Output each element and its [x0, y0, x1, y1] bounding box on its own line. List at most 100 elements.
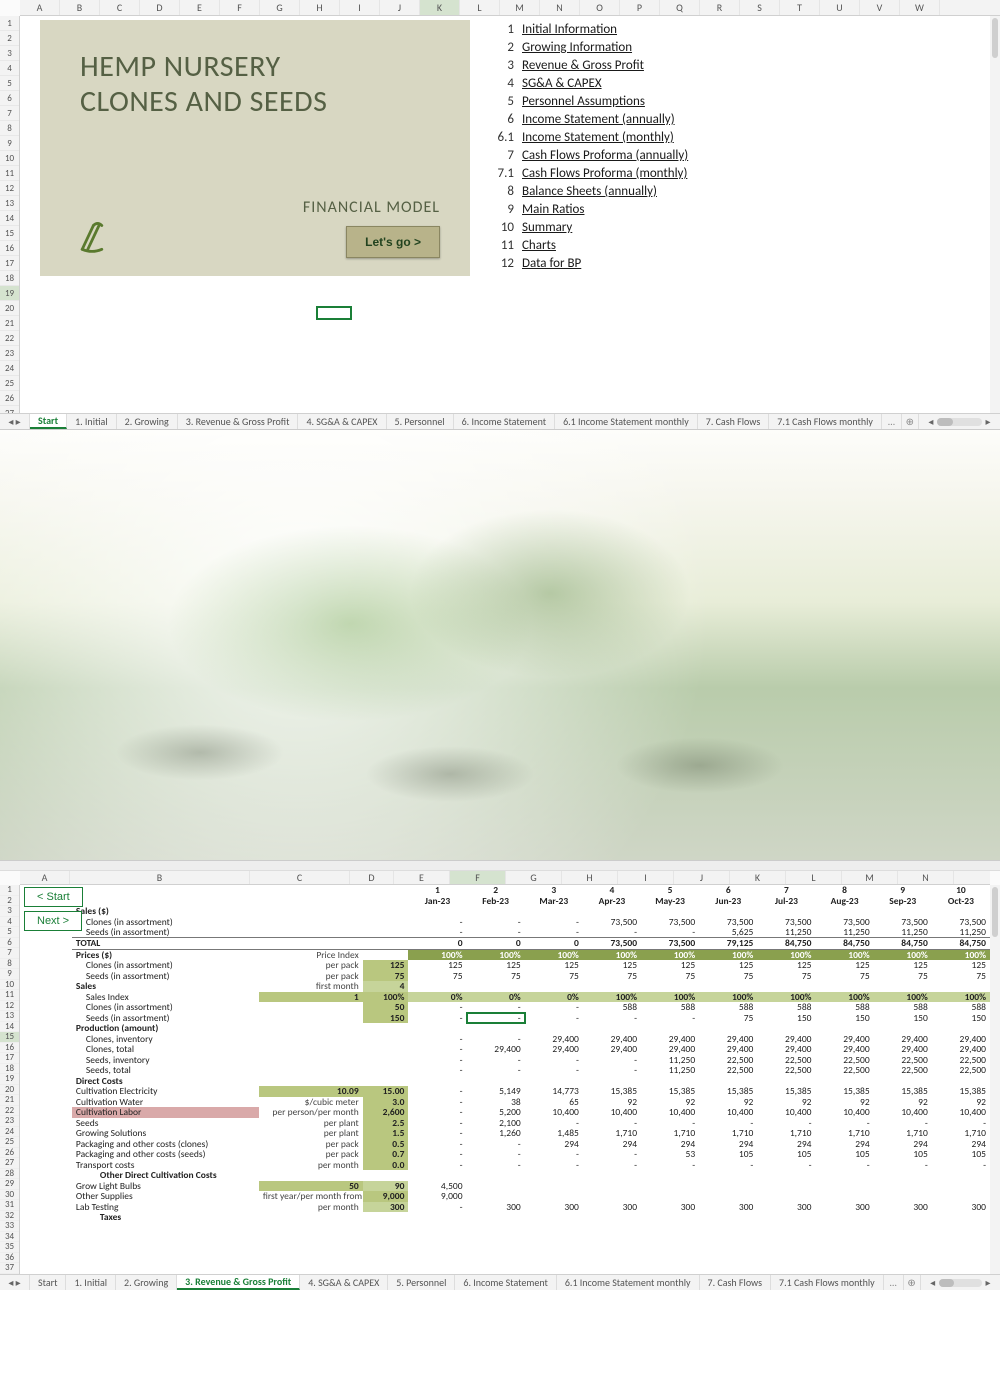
back-to-start-button[interactable]: < Start — [24, 887, 83, 907]
column-header[interactable]: U — [820, 0, 860, 15]
row-header[interactable]: 18 — [0, 271, 19, 286]
row-header[interactable]: 19 — [0, 286, 19, 301]
sheet-tab[interactable]: 3. Revenue & Gross Profit — [178, 414, 299, 429]
toc-link[interactable]: Cash Flows Proforma (annually) — [522, 148, 688, 163]
row-header[interactable]: 2 — [0, 31, 19, 46]
toc-link[interactable]: Revenue & Gross Profit — [522, 58, 644, 73]
row-header[interactable]: 21 — [0, 1095, 19, 1106]
sheet-tab[interactable]: 1. Initial — [66, 1275, 116, 1290]
row-header[interactable]: 21 — [0, 316, 19, 331]
row-header[interactable]: 17 — [0, 256, 19, 271]
column-header[interactable]: G — [506, 871, 562, 884]
sheet-tab[interactable]: Start — [30, 1275, 66, 1290]
sheet-tab[interactable]: 2. Growing — [117, 414, 178, 429]
column-header[interactable]: J — [380, 0, 420, 15]
sheet-tab[interactable]: 4. SG&A & CAPEX — [300, 1275, 388, 1290]
add-sheet-icon[interactable]: ⊕ — [903, 1275, 921, 1290]
row-header[interactable]: 1 — [0, 885, 19, 896]
row-header[interactable]: 11 — [0, 166, 19, 181]
column-headers[interactable]: ABCDEFGHIJKLMN — [20, 871, 990, 885]
toc-link[interactable]: Data for BP — [522, 256, 581, 271]
column-header[interactable]: D — [350, 871, 394, 884]
sheet-tab[interactable]: 5. Personnel — [388, 1275, 455, 1290]
row-header[interactable]: 15 — [0, 1032, 19, 1043]
column-header[interactable]: L — [786, 871, 842, 884]
column-header[interactable]: M — [500, 0, 540, 15]
row-header[interactable]: 16 — [0, 241, 19, 256]
toc-link[interactable]: Summary — [522, 220, 572, 235]
column-header[interactable]: I — [618, 871, 674, 884]
row-header[interactable]: 4 — [0, 61, 19, 76]
sheet-tab[interactable]: 1. Initial — [67, 414, 117, 429]
vertical-scrollbar[interactable] — [990, 885, 1000, 1274]
row-header[interactable]: 23 — [0, 346, 19, 361]
row-header[interactable]: 27 — [0, 1158, 19, 1169]
row-header[interactable]: 3 — [0, 46, 19, 61]
row-header[interactable]: 20 — [0, 301, 19, 316]
row-header[interactable]: 17 — [0, 1053, 19, 1064]
row-header[interactable]: 11 — [0, 990, 19, 1001]
sheet-tab[interactable]: 7. Cash Flows — [700, 1275, 772, 1290]
sheet-tab[interactable]: 6.1 Income Statement monthly — [557, 1275, 700, 1290]
toc-link[interactable]: Personnel Assumptions — [522, 94, 645, 109]
row-header[interactable]: 19 — [0, 1074, 19, 1085]
row-header[interactable]: 10 — [0, 151, 19, 166]
column-header[interactable]: C — [250, 871, 350, 884]
column-header[interactable]: O — [580, 0, 620, 15]
column-header[interactable]: N — [540, 0, 580, 15]
column-header[interactable]: K — [420, 0, 460, 15]
column-header[interactable]: B — [60, 0, 100, 15]
toc-link[interactable]: Main Ratios — [522, 202, 584, 217]
sheet-tab[interactable]: Start — [30, 414, 67, 429]
split-bar[interactable] — [0, 861, 1000, 871]
column-header[interactable]: F — [220, 0, 260, 15]
row-header[interactable]: 13 — [0, 196, 19, 211]
sheet-tab[interactable]: 6.1 Income Statement monthly — [555, 414, 698, 429]
sheet-canvas[interactable]: < Start Next > 12345678910Jan-23Feb-23Ma… — [20, 885, 990, 1274]
row-header[interactable]: 5 — [0, 76, 19, 91]
sheet-tab[interactable]: 3. Revenue & Gross Profit — [177, 1275, 300, 1290]
column-header[interactable]: H — [562, 871, 618, 884]
row-header[interactable]: 9 — [0, 136, 19, 151]
sheet-tab-bar[interactable]: ◂ ▸ Start1. Initial2. Growing3. Revenue … — [0, 413, 1000, 429]
column-header[interactable]: E — [394, 871, 450, 884]
row-header[interactable]: 25 — [0, 1137, 19, 1148]
horizontal-scrollbar[interactable]: ◂▸ — [921, 1275, 1000, 1290]
column-headers[interactable]: ABCDEFGHIJKLMNOPQRSTUVW — [20, 0, 1000, 16]
toc-link[interactable]: SG&A & CAPEX — [522, 76, 602, 91]
row-header[interactable]: 7 — [0, 106, 19, 121]
row-header[interactable]: 13 — [0, 1011, 19, 1022]
row-header[interactable]: 22 — [0, 331, 19, 346]
sheet-tab[interactable]: 5. Personnel — [387, 414, 454, 429]
toc-link[interactable]: Income Statement (monthly) — [522, 130, 674, 145]
column-header[interactable]: F — [450, 871, 506, 884]
tab-nav-arrows-icon[interactable]: ◂ ▸ — [0, 414, 30, 429]
column-header[interactable]: P — [620, 0, 660, 15]
toc-link[interactable]: Charts — [522, 238, 556, 253]
row-header[interactable]: 15 — [0, 226, 19, 241]
row-header[interactable]: 33 — [0, 1221, 19, 1232]
column-header[interactable]: N — [898, 871, 954, 884]
row-header[interactable]: 6 — [0, 91, 19, 106]
row-header[interactable]: 25 — [0, 376, 19, 391]
column-header[interactable]: M — [842, 871, 898, 884]
column-header[interactable]: K — [730, 871, 786, 884]
column-header[interactable]: W — [900, 0, 940, 15]
column-header[interactable]: T — [780, 0, 820, 15]
sheet-tab[interactable]: 4. SG&A & CAPEX — [298, 414, 386, 429]
column-header[interactable]: B — [70, 871, 250, 884]
row-header[interactable]: 23 — [0, 1116, 19, 1127]
sheet-tab[interactable]: 7.1 Cash Flows monthly — [769, 414, 882, 429]
row-header[interactable]: 7 — [0, 948, 19, 959]
column-header[interactable]: L — [460, 0, 500, 15]
toc-link[interactable]: Growing Information — [522, 40, 632, 55]
sheet-tab[interactable]: 2. Growing — [116, 1275, 177, 1290]
row-header[interactable]: 8 — [0, 121, 19, 136]
row-header[interactable]: 3 — [0, 906, 19, 917]
toc-link[interactable]: Cash Flows Proforma (monthly) — [522, 166, 687, 181]
sheet-tab-bar[interactable]: ◂ ▸ Start1. Initial2. Growing3. Revenue … — [0, 1274, 1000, 1290]
next-sheet-button[interactable]: Next > — [24, 911, 82, 931]
row-headers[interactable]: 1234567891011121314151617181920212223242… — [0, 885, 20, 1274]
row-header[interactable]: 29 — [0, 1179, 19, 1190]
toc-link[interactable]: Balance Sheets (annually) — [522, 184, 657, 199]
